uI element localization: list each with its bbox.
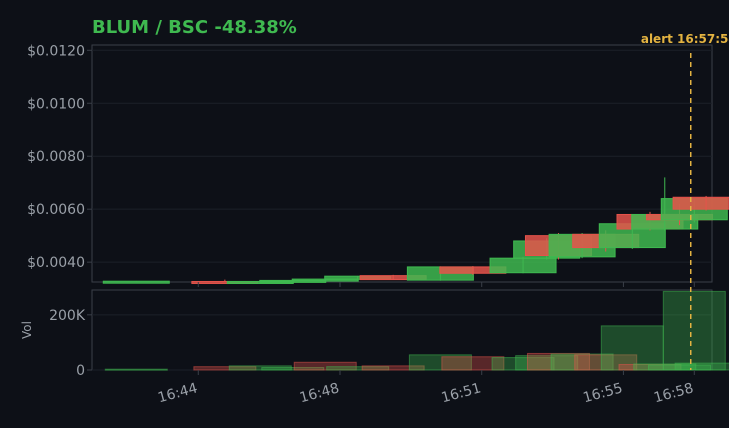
volume-bar xyxy=(104,368,168,371)
volume-bar xyxy=(293,361,357,371)
volume-bar xyxy=(408,354,472,371)
volume-bar xyxy=(674,362,729,371)
volume-axis-label: Vol xyxy=(20,321,34,339)
volume-bar xyxy=(600,325,664,371)
volume-bars xyxy=(104,290,729,371)
candle-body xyxy=(102,280,170,284)
volume-tick-label: 0 xyxy=(76,363,85,379)
x-tick-label: 16:51 xyxy=(440,380,483,406)
x-tick-label: 16:55 xyxy=(581,380,624,406)
volume-tick-label: 200K xyxy=(49,308,86,324)
x-tick-label: 16:44 xyxy=(156,380,199,406)
price-tick-label: $0.0040 xyxy=(27,255,85,271)
x-tick-label: 16:58 xyxy=(652,380,695,406)
alert-marker: alert 16:57:54 xyxy=(641,32,729,370)
volume-bar xyxy=(193,366,257,371)
price-tick-label: $0.0080 xyxy=(27,149,85,165)
volume-bar xyxy=(662,290,726,371)
price-panel-frame xyxy=(91,44,713,283)
price-grid xyxy=(92,49,712,263)
volume-bar xyxy=(441,356,505,371)
chart-title: BLUM / BSC -48.38% xyxy=(92,17,297,38)
volume-bar xyxy=(361,365,425,371)
candle-body xyxy=(672,196,729,210)
x-tick-label: 16:48 xyxy=(298,380,341,406)
candle-body xyxy=(489,257,557,274)
volume-y-ticks: 0 200K xyxy=(49,308,92,379)
volume-bar xyxy=(326,366,390,371)
price-tick-label: $0.0060 xyxy=(27,202,85,218)
price-tick-label: $0.0120 xyxy=(27,43,85,59)
alert-label: alert 16:57:54 xyxy=(641,32,729,46)
price-tick-label: $0.0100 xyxy=(27,96,85,112)
candlesticks xyxy=(102,177,729,284)
volume-bar xyxy=(261,367,325,371)
price-y-ticks: $0.0040 $0.0060 $0.0080 $0.0100 $0.0120 xyxy=(27,43,92,271)
